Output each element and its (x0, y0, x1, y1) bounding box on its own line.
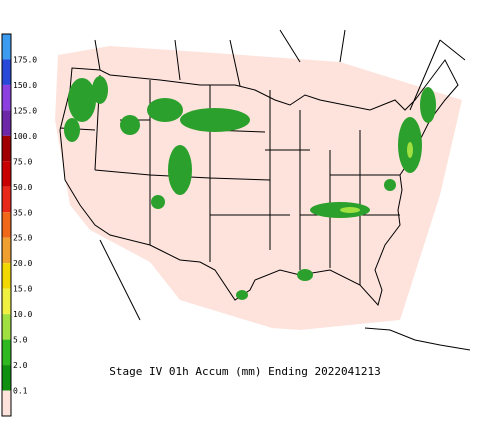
legend-label: 2.0 (13, 361, 28, 370)
legend-label: 20.0 (13, 259, 32, 268)
cuba (364, 327, 471, 351)
legend-swatch (2, 314, 11, 340)
precip-areas (64, 76, 436, 300)
legend-swatch (2, 365, 11, 391)
legend-label: 75.0 (13, 157, 32, 166)
legend-swatch (2, 110, 11, 136)
legend-label: 150.0 (13, 81, 37, 90)
legend-swatch (2, 339, 11, 366)
legend-swatch (2, 212, 11, 238)
legend-label: 175.0 (13, 55, 37, 64)
legend-swatch (2, 263, 11, 289)
legend-label: 50.0 (13, 183, 32, 192)
legend-label: 100.0 (13, 132, 37, 141)
us-outline (59, 59, 459, 307)
caption: Stage IV 01h Accum (mm) Ending 202204121… (109, 365, 381, 378)
legend-swatch (2, 186, 11, 213)
legend-frame (1, 33, 12, 417)
legend-label: 10.0 (13, 310, 32, 319)
boundaries (59, 29, 471, 351)
precip-moderate (340, 142, 413, 213)
legend-swatch (2, 237, 11, 264)
legend-label: 125.0 (13, 106, 37, 115)
legend-swatch (2, 161, 11, 187)
legend: 175.0 150.0 125.0 100.0 75.0 50.0 35.0 25.0 20.0… (1, 33, 37, 417)
legend-swatch (2, 34, 11, 60)
legend-label: 15.0 (13, 285, 32, 294)
legend-swatch (2, 59, 11, 85)
legend-label: 5.0 (13, 336, 28, 345)
legend-swatch (2, 288, 11, 315)
legend-label: 0.1 (13, 387, 28, 396)
legend-swatch (2, 84, 11, 111)
legend-swatch (2, 390, 11, 416)
legend-label: 25.0 (13, 234, 32, 243)
baja (99, 239, 141, 321)
legend-swatch (2, 135, 11, 162)
legend-label: 35.0 (13, 208, 32, 217)
